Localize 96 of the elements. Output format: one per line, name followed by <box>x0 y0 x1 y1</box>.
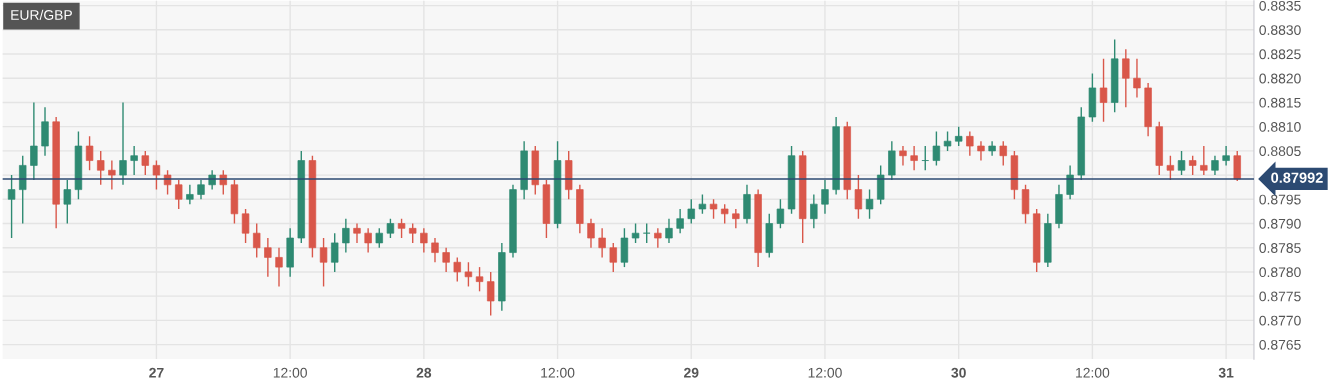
candlestick <box>721 203 729 225</box>
candlestick <box>776 198 785 230</box>
candlestick <box>453 256 461 283</box>
candlestick <box>676 208 684 234</box>
candlestick <box>141 150 149 176</box>
candlestick <box>7 174 16 239</box>
x-tick-label: 30 <box>951 367 966 378</box>
y-tick-label: 0.8785 <box>1259 243 1301 253</box>
candlestick <box>1211 155 1219 176</box>
candlestick <box>1222 145 1230 167</box>
candlestick <box>130 145 138 176</box>
candlestick <box>108 159 116 191</box>
x-tick-label: 12:00 <box>541 367 575 378</box>
x-tick-label: 12:00 <box>1076 367 1110 378</box>
x-tick-label: 27 <box>149 367 164 378</box>
candlestick <box>319 237 328 288</box>
candlestick <box>709 198 718 220</box>
y-tick-label: 0.8775 <box>1259 291 1301 302</box>
y-tick-label: 0.8780 <box>1259 267 1301 278</box>
candlestick <box>821 179 829 215</box>
candlestick <box>1122 48 1130 108</box>
ref-line-label: 0.87992 <box>1271 172 1323 183</box>
candlestick <box>587 217 595 249</box>
candlestick <box>152 159 161 191</box>
candlestick <box>698 193 707 215</box>
y-tick-label: 0.8830 <box>1259 25 1301 35</box>
candlestick <box>275 247 283 288</box>
x-tick-label: 29 <box>684 367 699 378</box>
candlestick <box>1233 150 1241 182</box>
y-tick-label: 0.8815 <box>1259 97 1301 108</box>
candlestick <box>910 145 918 171</box>
candlestick <box>932 130 941 167</box>
candlestick <box>175 179 183 210</box>
candlestick <box>186 184 194 205</box>
y-tick-label: 0.8765 <box>1259 339 1301 350</box>
candlestick <box>810 193 818 230</box>
candlestick <box>409 222 417 244</box>
candlestick <box>732 208 740 230</box>
candlestick <box>85 135 94 171</box>
y-tick-label: 0.8810 <box>1259 122 1301 132</box>
candlestick <box>954 125 963 147</box>
candlestick <box>264 237 272 278</box>
y-tick-label: 0.8835 <box>1259 0 1301 11</box>
candlestick <box>375 227 383 249</box>
candlestick <box>386 217 395 239</box>
candlestick <box>442 247 450 273</box>
candlestick <box>643 222 651 244</box>
candlestick <box>431 237 439 263</box>
candlestick <box>943 130 952 152</box>
candlestick <box>1188 155 1197 176</box>
candlestick <box>1200 145 1208 176</box>
candlestick <box>1066 164 1074 200</box>
candlestick <box>342 217 350 254</box>
candlestick <box>631 222 640 244</box>
candlestick <box>364 227 372 254</box>
x-tick-label: 12:00 <box>273 367 307 378</box>
candlestick <box>464 261 473 288</box>
candlestick <box>598 227 606 259</box>
candlestick <box>30 101 38 181</box>
text: EUR/GBP <box>11 9 72 20</box>
x-tick-label: 28 <box>416 367 432 378</box>
candlestick <box>119 101 127 186</box>
candlestick <box>921 145 929 171</box>
candlestick <box>63 179 71 225</box>
candlestick <box>197 179 205 200</box>
candlestick <box>966 130 974 157</box>
candlestick <box>331 232 339 273</box>
candlestick <box>854 174 863 220</box>
candlestick <box>865 188 874 220</box>
x-tick-label: 12:00 <box>808 367 842 378</box>
y-tick-label: 0.8805 <box>1259 146 1301 157</box>
candlestick <box>475 266 484 293</box>
candlestick <box>977 140 985 162</box>
x-tick-label: 31 <box>1218 367 1234 378</box>
y-tick-label: 0.8795 <box>1259 194 1301 205</box>
candlestick <box>97 150 105 186</box>
candlestick <box>253 222 261 259</box>
y-tick-label: 0.8820 <box>1259 73 1301 84</box>
candlestick <box>397 217 406 239</box>
candlestick <box>899 145 907 167</box>
candlestick <box>420 227 428 254</box>
candlestick <box>1099 58 1108 123</box>
candlestick <box>353 222 361 244</box>
candlestick <box>665 217 673 244</box>
candlestick <box>487 271 495 317</box>
candlestick <box>687 198 695 225</box>
candlestick <box>1177 150 1186 176</box>
candlestick <box>654 227 662 249</box>
y-tick-label: 0.8770 <box>1259 315 1301 326</box>
y-tick-label: 0.8790 <box>1259 218 1301 229</box>
candlestick <box>1133 58 1141 99</box>
candlestick <box>1166 155 1175 181</box>
candlestick <box>609 242 617 273</box>
candlestick <box>999 140 1007 167</box>
y-tick-label: 0.8825 <box>1259 49 1301 60</box>
candlestick <box>241 208 250 244</box>
